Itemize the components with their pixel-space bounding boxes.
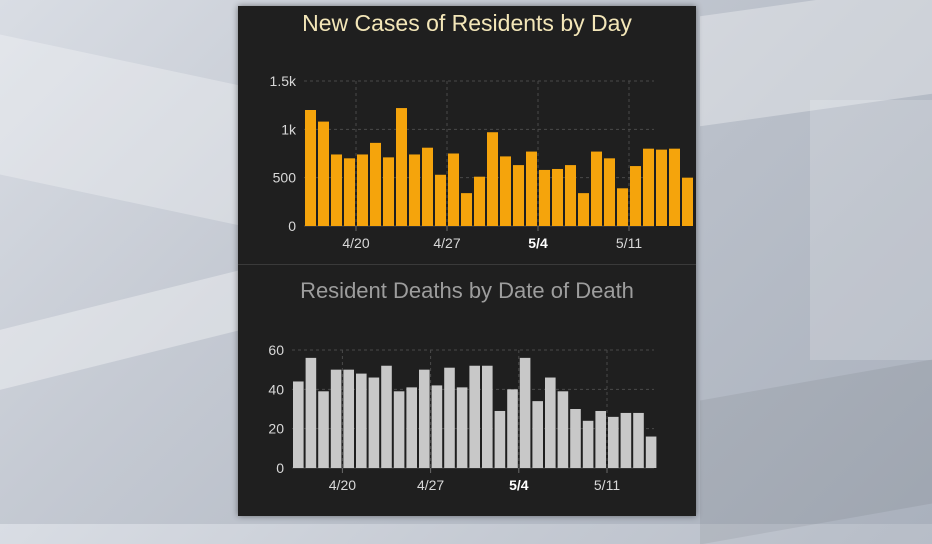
bar bbox=[419, 369, 430, 468]
deaths-bar-chart: 0 20 40 60 4/20 4/27 5/4 5/11 bbox=[268, 342, 657, 493]
y-tick-label: 0 bbox=[288, 218, 296, 234]
bar bbox=[305, 110, 316, 226]
dashboard-panel: New Cases of Residents by Day 0 500 1k 1.5k… bbox=[238, 6, 696, 516]
bar bbox=[507, 389, 518, 468]
cases-bar-chart: 0 500 1k 1.5k 4/20 4/27 5/4 5/11 bbox=[270, 73, 693, 251]
bar bbox=[482, 365, 493, 468]
panel-divider bbox=[238, 264, 696, 265]
x-tick-label: 4/20 bbox=[329, 477, 356, 493]
bar bbox=[570, 409, 581, 468]
y-tick-label: 20 bbox=[268, 421, 284, 437]
bar bbox=[578, 193, 589, 226]
bar bbox=[318, 121, 329, 226]
bar bbox=[582, 420, 594, 468]
bar bbox=[643, 148, 654, 226]
bar bbox=[370, 142, 381, 226]
y-tick-label: 60 bbox=[268, 342, 284, 358]
x-tick-label: 4/27 bbox=[417, 477, 444, 493]
bar bbox=[393, 391, 405, 468]
background-shape bbox=[700, 359, 932, 544]
bar bbox=[368, 377, 380, 468]
bar bbox=[494, 410, 506, 468]
bar bbox=[513, 165, 524, 226]
bar bbox=[608, 416, 619, 468]
background-shape bbox=[0, 270, 240, 390]
deaths-chart-title: Resident Deaths by Date of Death bbox=[300, 278, 634, 303]
bar bbox=[633, 412, 644, 468]
background-shape bbox=[0, 34, 240, 226]
y-tick-label: 0 bbox=[276, 460, 284, 476]
bar bbox=[409, 154, 420, 226]
bar bbox=[620, 412, 632, 468]
bar bbox=[343, 369, 354, 468]
bar bbox=[435, 174, 446, 226]
bar bbox=[381, 365, 392, 468]
bar bbox=[356, 373, 367, 468]
bar bbox=[406, 387, 417, 468]
y-tick-label: 1.5k bbox=[270, 73, 297, 89]
y-tick-label: 1k bbox=[281, 121, 297, 137]
bar bbox=[656, 149, 667, 226]
bar bbox=[519, 357, 531, 468]
bar bbox=[293, 381, 304, 468]
bar bbox=[557, 391, 569, 468]
bar bbox=[669, 148, 680, 226]
x-tick-label: 5/11 bbox=[616, 235, 642, 251]
x-tick-label: 5/4 bbox=[528, 235, 548, 251]
x-tick-label: 4/20 bbox=[342, 235, 369, 251]
bar bbox=[357, 154, 368, 226]
bar bbox=[344, 158, 355, 226]
bar bbox=[591, 151, 602, 226]
bar bbox=[383, 157, 394, 226]
bar bbox=[318, 391, 329, 468]
y-tick-label: 40 bbox=[268, 381, 284, 397]
bar bbox=[617, 188, 628, 226]
bar bbox=[330, 369, 342, 468]
bar bbox=[604, 158, 615, 226]
bar bbox=[396, 108, 407, 226]
bar bbox=[545, 377, 556, 468]
bar bbox=[461, 193, 472, 226]
bar bbox=[645, 436, 657, 468]
bar bbox=[526, 151, 537, 226]
bar bbox=[552, 168, 563, 226]
bar bbox=[469, 365, 480, 468]
bar bbox=[474, 176, 485, 226]
bar bbox=[630, 166, 641, 226]
bar bbox=[595, 410, 606, 468]
bar bbox=[456, 387, 468, 468]
bar bbox=[444, 367, 455, 468]
x-tick-label: 5/4 bbox=[509, 477, 529, 493]
bar bbox=[500, 156, 511, 226]
bar bbox=[331, 154, 342, 226]
cases-chart-title: New Cases of Residents by Day bbox=[302, 10, 632, 36]
bar bbox=[448, 153, 459, 226]
background-shape bbox=[810, 100, 932, 360]
bar bbox=[532, 401, 543, 468]
bar bbox=[305, 357, 317, 468]
bar bbox=[422, 147, 433, 226]
y-tick-label: 500 bbox=[273, 170, 297, 186]
bar bbox=[682, 177, 693, 226]
bar bbox=[565, 165, 576, 226]
x-tick-label: 5/11 bbox=[594, 477, 620, 493]
x-tick-label: 4/27 bbox=[433, 235, 460, 251]
bar bbox=[487, 132, 498, 226]
bar bbox=[431, 385, 443, 468]
bar bbox=[539, 169, 550, 226]
